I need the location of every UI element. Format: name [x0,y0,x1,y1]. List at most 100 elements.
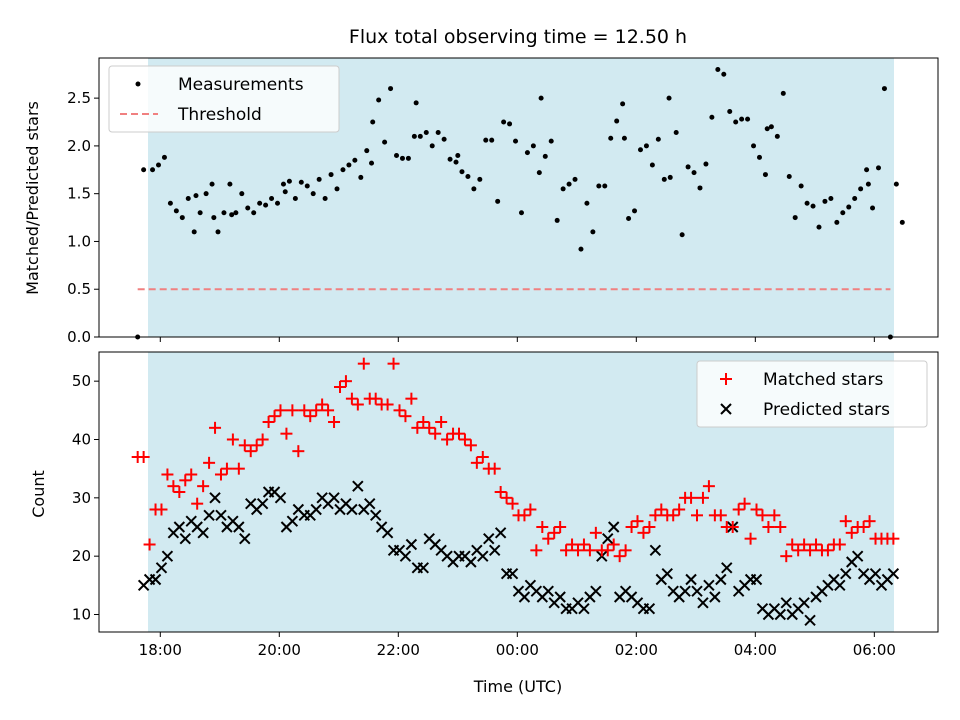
measurement-point [685,164,691,170]
matched-star-point [292,445,305,458]
measurement-point [191,229,197,235]
measurement-point [745,116,751,122]
measurement-point [858,186,864,192]
matched-star-point [238,439,251,452]
measurement-point [715,66,721,72]
measurement-point [620,101,626,107]
measurement-point [596,183,602,189]
measurement-point [489,137,495,143]
matched-star-point [244,445,257,458]
measurement-point [292,195,298,201]
measurement-point [538,95,544,101]
matched-star-point [351,398,364,411]
matched-star-point [387,357,400,370]
measurement-point [655,136,661,142]
matched-star-point [226,433,239,446]
matched-star-point [393,404,406,417]
predicted-star-point [590,585,602,597]
measurement-point [455,152,461,158]
measurement-point [530,143,536,149]
matched-star-point [304,410,317,423]
matched-star-point [220,462,233,475]
measurement-point [179,215,185,221]
measurement-point [211,215,217,221]
matched-stars-points [131,357,900,563]
measurement-point [768,124,774,130]
matched-star-point [839,515,852,528]
matched-star-point [696,491,709,504]
bottom-x-tick-label: 04:00 [734,641,777,659]
matched-star-point [572,544,585,557]
measurement-point [298,179,304,185]
matched-star-point [464,439,477,452]
measurement-point [572,176,578,182]
matched-star-point [256,433,269,446]
top-y-axis-label: Matched/Predicted stars [23,101,42,295]
predicted-star-point [721,562,733,574]
measurement-point [881,86,887,92]
predicted-star-point [869,567,882,580]
matched-star-point [339,375,352,388]
matched-star-point [441,433,454,446]
measurement-point [560,186,566,192]
measurement-point [411,133,417,139]
measurement-point [358,174,364,180]
measurement-point [566,181,572,187]
matched-star-point [631,515,644,528]
matched-star-point [804,544,817,557]
measurement-point [282,189,288,195]
measurement-point [477,176,483,182]
measurement-point [764,126,770,132]
matched-star-point [262,416,275,428]
predicted-star-point [578,602,590,615]
measurement-point [173,208,179,214]
measurement-point [762,172,768,178]
measurement-point [661,176,667,182]
matched-star-point [810,538,823,551]
measurement-point [524,150,530,156]
bottom-x-tick-label: 18:00 [139,641,182,659]
predicted-star-point [834,579,846,592]
matched-star-point [845,526,858,539]
measurement-point [245,205,251,211]
measurement-point [435,130,441,136]
measurement-point [229,212,235,218]
measurement-point [774,133,780,139]
predicted-star-point [286,515,299,527]
matched-star-point [714,509,727,522]
matched-star-point [423,421,436,434]
measurement-point [626,216,632,222]
measurement-point [405,155,411,161]
matched-star-point [417,416,430,428]
predicted-star-point [804,614,816,627]
matched-star-point [185,468,198,481]
predicted-star-point [203,509,215,522]
predicted-star-point [506,567,519,580]
matched-star-point [649,509,662,522]
measurement-point [346,162,352,168]
predicted-star-point [197,527,209,539]
measurement-point [507,121,513,127]
matched-star-point [137,451,150,463]
measurement-point [495,198,501,204]
measurement-point [846,204,852,210]
top-legend: Measurements Threshold [108,65,340,133]
measurement-point [899,219,905,225]
matched-star-point [328,416,341,428]
predicted-stars-points [137,480,900,627]
matched-star-point [143,538,156,551]
matched-star-point [786,538,799,551]
measurement-point [141,167,147,173]
matched-star-point [333,381,346,393]
matched-star-point [643,521,656,533]
measurement-point [328,172,334,178]
bottom-y-axis-label: Count [29,470,48,518]
predicted-star-point [774,608,787,621]
matched-star-point [792,544,805,557]
predicted-star-point [155,562,168,574]
measurement-point [483,137,489,143]
measurement-point [280,181,286,187]
predicted-star-point [691,585,703,597]
matched-star-point [494,486,507,498]
